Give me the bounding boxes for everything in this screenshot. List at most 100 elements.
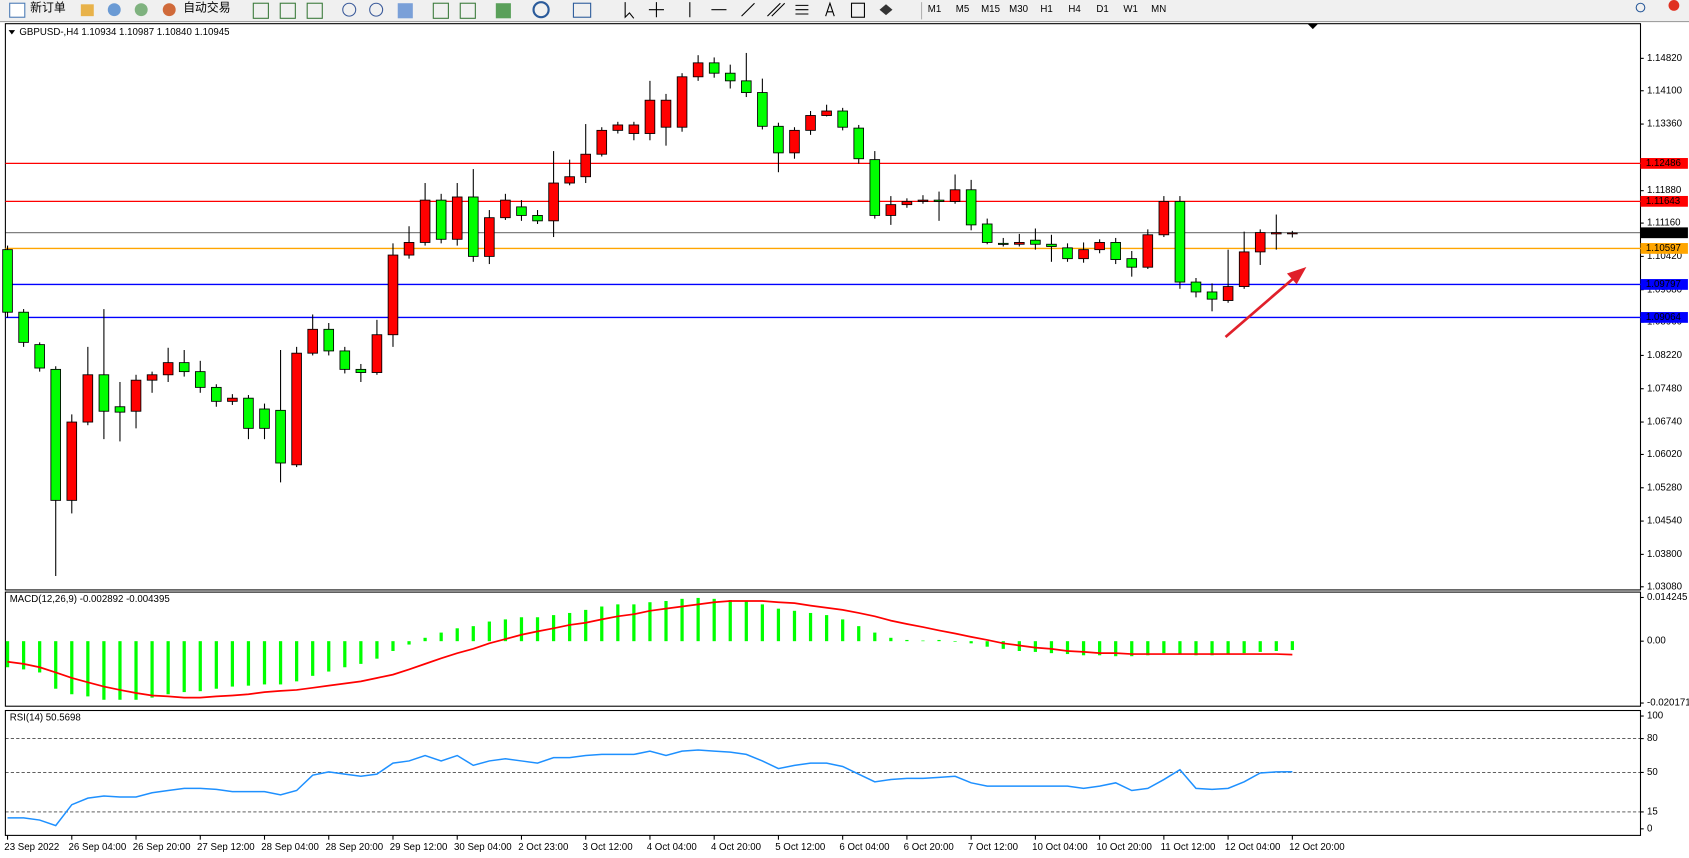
candle-body	[516, 206, 527, 216]
macd-bar	[905, 639, 909, 642]
icon[interactable]	[80, 4, 94, 17]
candle-body	[468, 196, 479, 257]
macd-bar	[246, 641, 251, 686]
candle-body	[451, 196, 463, 240]
icon[interactable]	[107, 3, 121, 17]
cursor-icon[interactable]	[624, 2, 635, 19]
candle-icon[interactable]	[279, 2, 296, 19]
candle-body	[323, 328, 335, 352]
x-tick-label: 12 Oct 20:00	[1289, 842, 1345, 853]
macd-bar	[1081, 641, 1086, 656]
candle-body	[1222, 286, 1234, 301]
timeframe-button[interactable]: M1	[928, 4, 941, 15]
search-icon[interactable]	[1635, 2, 1646, 13]
crosshair-icon[interactable]	[648, 2, 664, 18]
y-tick-label: 1.13360	[1647, 119, 1683, 130]
level-label: 1.09064	[1646, 312, 1682, 323]
macd-bar	[134, 641, 138, 700]
timeframe-button[interactable]: D1	[1096, 4, 1108, 15]
timeframe-button[interactable]: H1	[1040, 4, 1052, 15]
zoom-out-icon[interactable]	[369, 2, 384, 17]
y-tick-label: 1.11880	[1647, 185, 1682, 196]
candle-body	[1030, 239, 1041, 245]
macd-bar	[712, 598, 716, 642]
macd-bar	[375, 641, 379, 659]
candle-body	[66, 421, 78, 501]
auto-trading-button[interactable]: 自动交易	[183, 1, 230, 15]
timeframe-button[interactable]: M5	[956, 4, 969, 15]
y-tick-label: 50	[1647, 767, 1658, 778]
macd-bar	[166, 641, 170, 695]
x-tick-label: 28 Sep 04:00	[261, 842, 319, 853]
level-label: 1.11643	[1646, 196, 1680, 207]
candle-body	[1174, 201, 1186, 283]
indicators-icon[interactable]	[495, 3, 511, 19]
candle-body	[419, 199, 431, 243]
macd-bar	[600, 606, 604, 642]
tile-icon[interactable]	[397, 3, 413, 19]
y-tick-label: 1.04540	[1647, 516, 1683, 527]
chart-shift-marker	[1307, 23, 1319, 30]
toolbar	[0, 0, 1689, 22]
new-order-button[interactable]: 新订单	[30, 1, 66, 15]
macd-bar	[423, 637, 427, 642]
candle-body	[949, 189, 961, 202]
macd-bar	[584, 609, 588, 642]
arrow-head	[1286, 266, 1307, 285]
candle-body	[676, 76, 688, 128]
auto-trading-icon[interactable]	[162, 3, 176, 17]
arrows-icon[interactable]	[879, 4, 893, 16]
chart-title: GBPUSD-,H4 1.10934 1.10987 1.10840 1.109…	[19, 27, 229, 38]
macd-title: MACD(12,26,9) -0.002892 -0.004395	[10, 594, 170, 605]
candle-body	[757, 92, 768, 127]
zoom-in-icon[interactable]	[342, 2, 357, 17]
macd-bar	[921, 640, 925, 642]
trendline-icon[interactable]	[741, 2, 755, 17]
y-tick-label: -0.020171	[1647, 698, 1689, 709]
periods-icon[interactable]	[532, 1, 550, 19]
new-order-icon[interactable]	[9, 2, 26, 18]
candle-body	[178, 362, 190, 373]
candle-body	[355, 368, 367, 373]
icon[interactable]	[134, 3, 148, 17]
macd-bar	[102, 641, 106, 700]
x-tick-label: 10 Oct 20:00	[1096, 842, 1152, 853]
shift-icon[interactable]	[459, 2, 476, 19]
candle-body	[1062, 247, 1073, 260]
y-tick-label: 80	[1647, 733, 1658, 744]
bar-chart-icon[interactable]	[252, 2, 269, 19]
line-icon[interactable]	[306, 2, 323, 19]
level-label-box	[1640, 195, 1688, 207]
candle-body	[821, 110, 832, 116]
macd-bar	[471, 626, 475, 642]
text-icon[interactable]	[825, 1, 835, 17]
candle-body	[1158, 201, 1170, 236]
timeframe-button[interactable]: M15	[981, 4, 1000, 15]
macd-bar	[487, 621, 491, 642]
channel-icon[interactable]	[767, 2, 786, 17]
candle-body	[114, 406, 126, 413]
timeframe-button[interactable]: MN	[1151, 4, 1166, 15]
y-tick-label: 1.06020	[1647, 449, 1683, 460]
y-tick-label: 0.014245	[1647, 592, 1687, 603]
candle-body	[18, 311, 29, 343]
timeframe-button[interactable]: W1	[1123, 4, 1138, 15]
level-label: 1.12486	[1646, 158, 1681, 169]
fibo-icon[interactable]	[795, 4, 809, 15]
templates-icon[interactable]	[572, 2, 592, 18]
macd-bar	[86, 641, 90, 697]
macd-bar	[5, 641, 10, 668]
candle-body	[805, 115, 816, 131]
macd-bar	[1114, 641, 1118, 657]
timeframe-button[interactable]: M30	[1009, 4, 1028, 15]
x-tick-label: 27 Sep 12:00	[197, 842, 255, 853]
y-tick-label: 1.14820	[1647, 53, 1683, 64]
label-icon[interactable]	[850, 2, 865, 18]
y-tick-label: 0	[1647, 823, 1653, 834]
notification-badge[interactable]	[1668, 0, 1680, 11]
scroll-icon[interactable]	[432, 2, 449, 19]
timeframe-button[interactable]: H4	[1068, 4, 1081, 15]
x-tick-label: 7 Oct 12:00	[968, 842, 1019, 853]
candle-body	[644, 99, 656, 134]
candle-body	[741, 80, 752, 93]
